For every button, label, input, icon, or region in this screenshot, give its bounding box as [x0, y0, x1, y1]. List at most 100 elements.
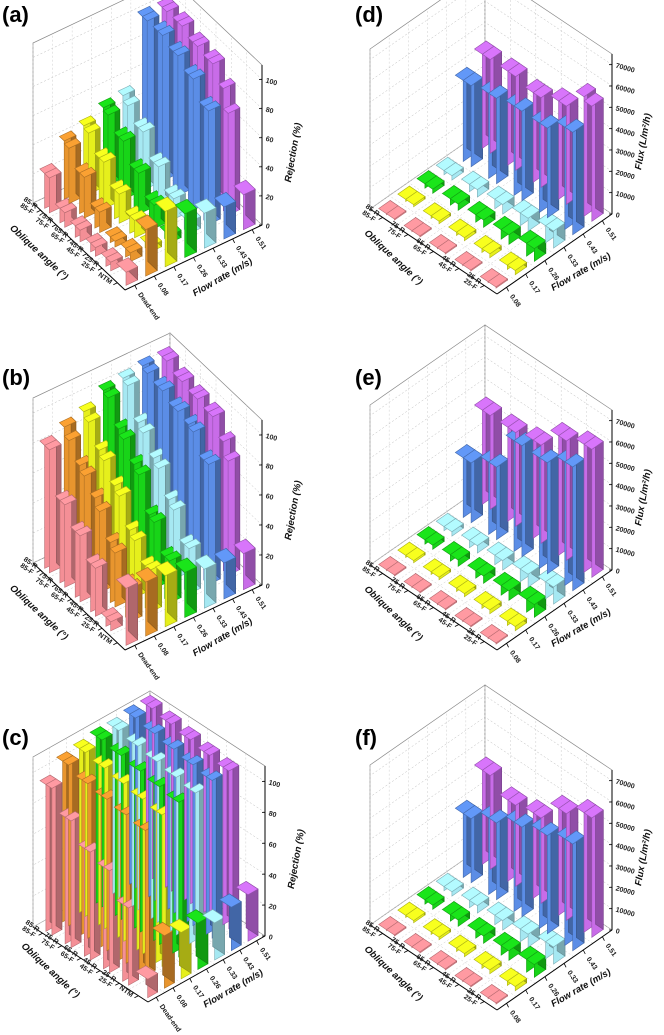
flow-tick-mark	[563, 963, 567, 968]
y-floor-gridline	[408, 182, 536, 268]
bar-0.08-group3-1	[462, 256, 483, 272]
bar-top-face	[538, 114, 560, 129]
bar-side-face	[55, 778, 63, 931]
bar-0.08-group5-0	[135, 566, 158, 637]
bar-top-face	[45, 778, 63, 789]
bar-top-face	[176, 15, 195, 27]
bar-0.26-group3-1	[500, 577, 521, 601]
oblique-tick-mark	[51, 224, 57, 228]
bar-side-face	[234, 450, 241, 571]
bar-top-face	[385, 205, 407, 220]
bar-side-face	[499, 84, 509, 177]
bar-top-face	[118, 130, 136, 142]
bar-top-face	[113, 418, 131, 430]
bar-top-face	[411, 578, 432, 593]
z-tick-label: 60	[268, 841, 277, 850]
bar-top-face	[583, 92, 604, 107]
bar-0.08-group2-1	[436, 595, 458, 611]
bar-top-face	[137, 355, 155, 367]
bar-0.51-group5-0	[233, 538, 256, 591]
bar-top-face	[207, 406, 226, 418]
oblique-axis-line	[32, 202, 126, 291]
bar-top-face	[525, 591, 547, 605]
bar-top-face	[135, 965, 159, 980]
bar-top-face	[102, 104, 121, 116]
flow-tick-label: 0.43	[585, 596, 599, 611]
flow-tick-mark	[602, 936, 605, 941]
bar-0.33-group0-1	[443, 878, 464, 897]
bar-0.17-group0-1	[405, 546, 426, 564]
bar-side-face	[550, 449, 560, 567]
flow-tick-mark	[153, 635, 157, 641]
bar-top-face	[532, 84, 554, 99]
bar-0.43-group3-1	[538, 821, 560, 935]
flow-tick-label: 0.43	[241, 956, 255, 971]
bar-0.17-group5-0	[155, 196, 178, 268]
flow-tick-label: 0.17	[191, 985, 205, 1000]
flow-tick-label: 0.33	[565, 609, 579, 624]
z-tick-label: 70000	[615, 419, 636, 431]
flow-tick-label: 0.08	[156, 642, 170, 657]
bar-side-face	[595, 435, 604, 570]
bar-top-face	[462, 256, 483, 271]
flow-tick-mark	[232, 598, 236, 604]
bar-0.33-group2-1	[494, 906, 515, 931]
flow-axis-line	[496, 213, 613, 295]
bar-top-face	[506, 972, 528, 987]
z-gridline	[369, 21, 613, 108]
bar-top-face	[90, 237, 108, 249]
bar-top-face	[222, 761, 240, 772]
bar-top-face	[109, 542, 128, 554]
z-axis-title: Flux (L/m²/h)	[633, 469, 654, 527]
flow-tick-mark	[544, 616, 548, 621]
flow-tick-mark	[506, 1003, 509, 1008]
flow-tick-label: 0.17	[175, 633, 189, 648]
bar-0.08-group5-0	[151, 921, 175, 989]
oblique-tick-mark	[97, 627, 103, 631]
bar-top-face	[94, 201, 112, 213]
bar-0.33-group2-1	[494, 546, 515, 571]
bar-side-face	[499, 453, 509, 533]
bar-top-face	[164, 550, 182, 562]
bar-0.17-group5-0	[168, 918, 192, 980]
flow-axis-title: Flow rate (m/s)	[549, 607, 613, 650]
flow-tick-label: 0.51	[604, 583, 618, 598]
flow-tick-label: 0.33	[565, 969, 579, 984]
bar-0.26-group0-1	[424, 531, 445, 550]
z-tick-label: 20000	[615, 885, 636, 897]
flow-tick-mark	[563, 603, 567, 608]
bar-top-face	[186, 754, 204, 766]
bar-0.33-group4-1	[545, 933, 566, 965]
bar-top-face	[78, 401, 97, 413]
oblique-tick-mark	[429, 967, 434, 970]
chart-panel-e: (e) 85-R 85-F 75-R 75-F 65-R 65-F 45-R 45-F 25-R…	[330, 324, 662, 685]
bar-0.17-group4-1	[506, 972, 528, 992]
flow-tick-mark	[602, 576, 605, 581]
bar-top-face	[436, 955, 458, 970]
oblique-tick-label: NTM	[97, 272, 114, 287]
y-floor-gridline	[389, 195, 517, 281]
bar-top-face	[558, 92, 579, 107]
chart-panel-c: (c) 85-R 85-F 75-R 75-F 65-R 65-F 45-R 45-F 25-R…	[0, 690, 332, 1035]
bar-top-face	[141, 10, 160, 22]
bar-0.17-group0-1	[405, 190, 426, 208]
bar-0.17-group5-0	[155, 560, 178, 628]
panel-label: (a)	[2, 2, 29, 27]
bar-0.17-group3-1	[481, 596, 502, 615]
bar-top-face	[488, 809, 509, 824]
bar-0.17-group4-1	[506, 256, 528, 276]
bar-top-face	[152, 458, 171, 470]
bar-top-face	[148, 723, 166, 735]
bar-top-face	[59, 202, 77, 214]
z-tick-label: 30000	[615, 504, 636, 516]
flow-tick-label: 0.43	[585, 956, 599, 971]
flow-tick-label: 0.17	[527, 280, 541, 295]
oblique-tick-mark	[67, 598, 72, 602]
bar-0.43-group1-1	[488, 84, 509, 185]
bar-top-face	[506, 612, 528, 627]
bar-top-face	[488, 453, 509, 468]
bar-top-face	[235, 881, 259, 896]
flow-tick-mark	[602, 220, 605, 225]
bar-top-face	[507, 791, 528, 806]
bar-0.43-group2-1	[513, 97, 534, 202]
